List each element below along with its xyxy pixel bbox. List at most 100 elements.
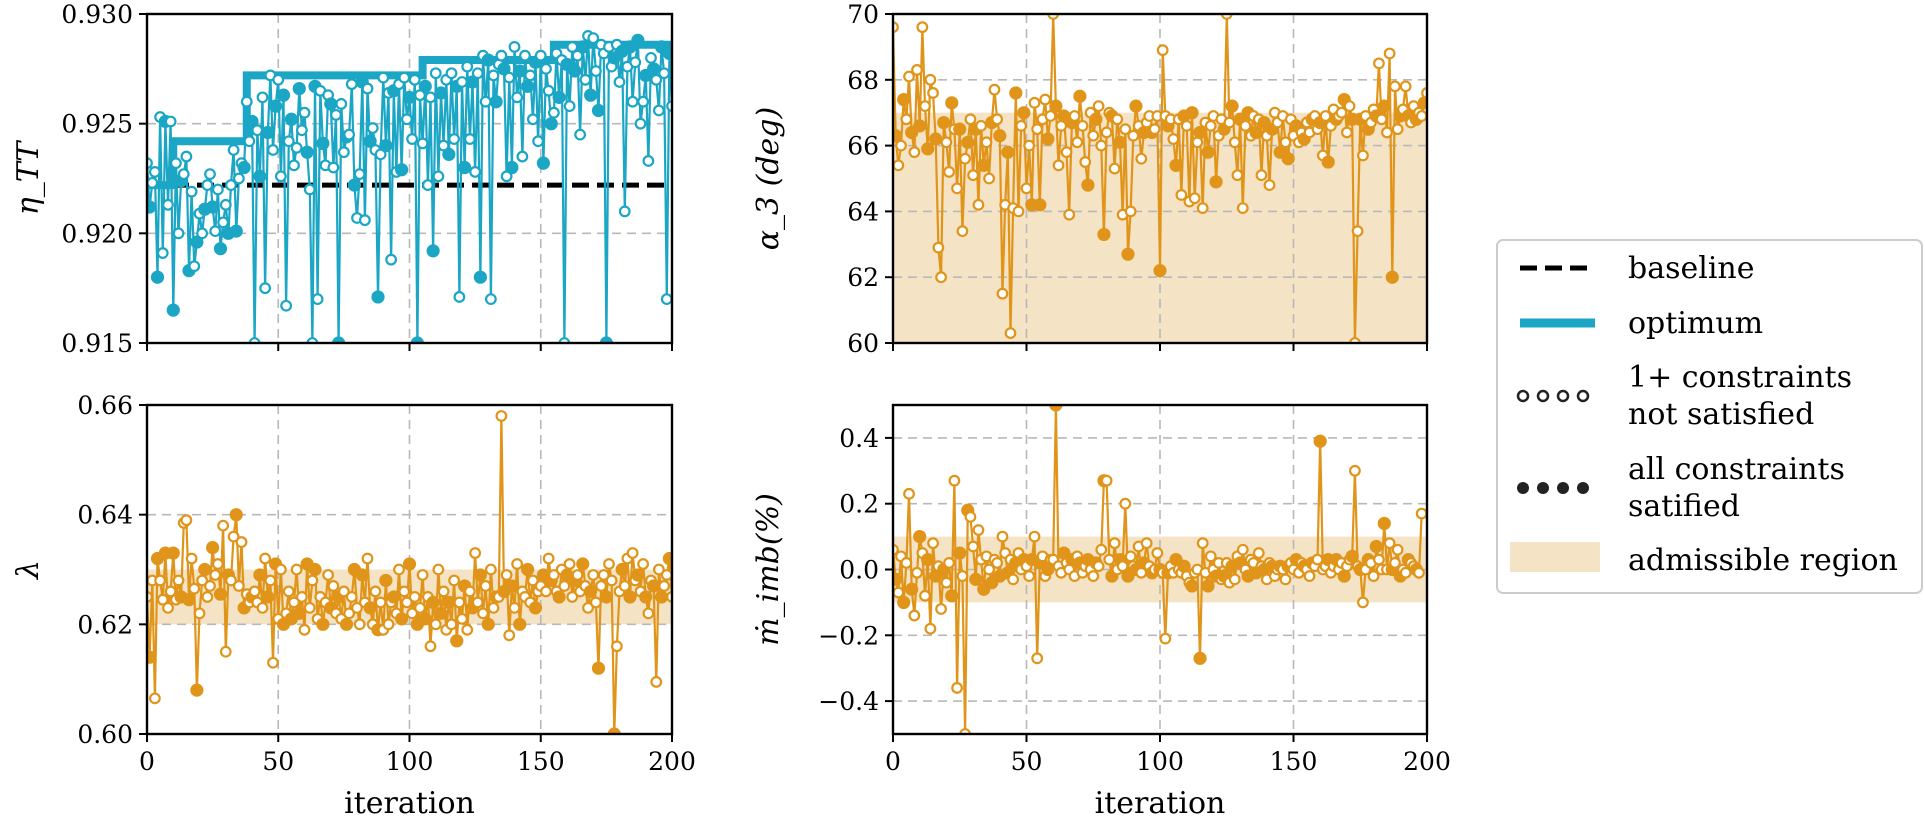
data-point — [521, 562, 535, 577]
data-point — [547, 106, 560, 119]
data-point — [1113, 135, 1127, 149]
data-point — [544, 117, 558, 131]
data-point — [495, 410, 508, 422]
data-point — [442, 595, 456, 610]
data-point — [1422, 0, 1432, 5]
chart-panel-lambda: 0 50 100 150 200 0.60 0.62 0.64 0.66 iteration λ — [11, 391, 696, 821]
data-point — [1031, 652, 1044, 665]
data-point — [232, 580, 245, 592]
data-point — [432, 563, 445, 576]
data-point — [1087, 570, 1100, 582]
series-group — [147, 30, 672, 343]
data-point — [988, 83, 1001, 96]
data-point — [552, 90, 566, 104]
legend-open-marker — [1516, 389, 1530, 403]
data-point — [463, 585, 476, 598]
data-point — [945, 96, 959, 110]
data-point — [469, 166, 482, 178]
data-point — [959, 152, 971, 165]
data-point — [434, 86, 448, 100]
data-point — [382, 618, 395, 631]
data-point — [940, 576, 953, 589]
data-point — [406, 607, 419, 620]
data-point — [1001, 145, 1015, 159]
x-tick-label: 50 — [1011, 747, 1043, 776]
data-point — [180, 514, 193, 527]
data-point — [345, 591, 358, 603]
data-point — [450, 634, 464, 648]
data-point — [295, 591, 308, 603]
data-point — [256, 91, 269, 104]
data-point — [147, 176, 159, 189]
data-point — [261, 125, 275, 140]
y-tick-label: −0.4 — [818, 687, 879, 716]
data-point — [1391, 543, 1404, 556]
data-point — [900, 113, 913, 126]
data-point — [162, 601, 174, 614]
data-point — [245, 114, 259, 129]
y-tick-label: 70 — [847, 0, 879, 29]
data-point — [574, 128, 587, 141]
data-point — [618, 580, 631, 592]
data-point — [967, 169, 979, 182]
data-point — [1228, 573, 1241, 586]
data-point — [185, 185, 198, 198]
data-point — [196, 574, 209, 587]
data-point — [481, 617, 495, 631]
data-point — [972, 524, 985, 536]
data-point — [650, 676, 663, 688]
data-point — [524, 69, 537, 82]
data-point — [497, 62, 511, 76]
data-point — [1193, 125, 1207, 140]
data-point — [463, 133, 476, 145]
data-point — [1279, 136, 1292, 149]
data-point — [650, 73, 663, 86]
data-point — [429, 67, 442, 80]
data-point — [434, 606, 448, 620]
data-point — [379, 573, 393, 588]
data-point — [1209, 175, 1223, 189]
data-point — [387, 590, 401, 604]
data-point — [479, 95, 492, 108]
data-point — [190, 235, 204, 249]
data-point — [1103, 553, 1116, 566]
series-group — [147, 410, 672, 734]
legend-admissible-swatch — [1510, 542, 1600, 572]
data-point — [1076, 119, 1089, 132]
data-point — [599, 590, 613, 604]
legend-filled-marker-swatch — [1517, 482, 1589, 494]
data-point — [219, 645, 232, 658]
data-point — [219, 198, 232, 211]
x-axis-label: iteration — [1095, 786, 1226, 821]
data-point — [1357, 596, 1369, 609]
data-point — [418, 79, 432, 93]
data-point — [303, 601, 316, 614]
data-point — [1052, 159, 1065, 172]
y-tick-label: 0.2 — [839, 490, 879, 519]
data-point — [363, 134, 377, 148]
data-point — [1204, 119, 1217, 132]
data-point — [256, 601, 269, 614]
data-point — [977, 158, 991, 172]
data-point — [267, 144, 279, 156]
data-point — [1373, 553, 1385, 566]
data-point — [528, 601, 543, 615]
data-point — [1180, 119, 1193, 132]
data-point — [330, 108, 342, 121]
data-point — [961, 135, 975, 149]
data-point — [448, 574, 461, 587]
data-point — [1129, 99, 1143, 113]
data-point — [943, 166, 955, 178]
data-point — [1049, 405, 1063, 412]
data-point — [1116, 560, 1129, 573]
data-point — [1357, 149, 1369, 162]
data-point — [924, 622, 937, 635]
legend-optimum-label: optimum — [1628, 306, 1763, 341]
data-point — [1049, 99, 1063, 113]
data-point — [1012, 205, 1025, 218]
data-point — [571, 569, 584, 581]
y-tick-label: 0.925 — [61, 110, 133, 139]
data-point — [424, 640, 437, 653]
data-point — [166, 303, 180, 317]
data-point — [188, 582, 201, 595]
